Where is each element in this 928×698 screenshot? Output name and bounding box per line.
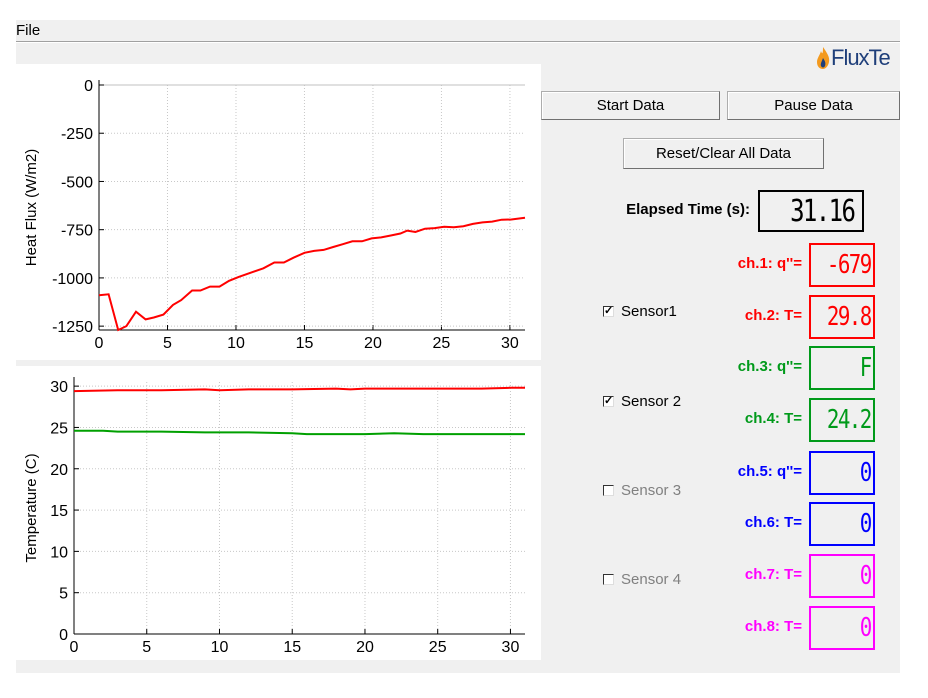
reset-clear-button[interactable]: Reset/Clear All Data xyxy=(623,138,824,169)
x-tick-label: 20 xyxy=(356,639,374,656)
x-tick-label: 15 xyxy=(296,335,314,352)
sensor-1-checkbox[interactable]: ✓ Sensor1 xyxy=(603,303,677,320)
pause-data-button[interactable]: Pause Data xyxy=(727,91,900,120)
series-line-2 xyxy=(74,429,525,436)
x-tick-label: 30 xyxy=(502,639,520,656)
start-data-button[interactable]: Start Data xyxy=(541,91,720,120)
channel-6-label: ch.6: T= xyxy=(744,514,802,531)
channel-2-label: ch.2: T= xyxy=(744,307,802,324)
checkbox-box[interactable] xyxy=(603,485,614,496)
x-tick-label: 5 xyxy=(142,639,151,656)
y-axis-label: Heat Flux (W/m2) xyxy=(23,149,40,267)
x-tick-label: 25 xyxy=(433,335,451,352)
x-tick-label: 10 xyxy=(211,639,229,656)
x-tick-label: 5 xyxy=(163,335,172,352)
channel-8-label: ch.8: T= xyxy=(744,618,802,635)
channel-5-display: 0 xyxy=(809,451,875,495)
elapsed-time-display: 31.16 xyxy=(758,190,864,232)
sensor-label: Sensor1 xyxy=(621,303,677,320)
channel-2-display: 29.8 xyxy=(809,295,875,339)
elapsed-time-value: 31.16 xyxy=(789,193,856,229)
flame-icon xyxy=(817,47,830,69)
channel-value: 0 xyxy=(860,561,872,591)
series-line-1 xyxy=(98,216,526,332)
channel-value: 0 xyxy=(860,458,872,488)
logo-text: FluxTe xyxy=(831,45,891,70)
channel-1-label: ch.1: q''= xyxy=(737,255,802,272)
x-tick-label: 0 xyxy=(70,639,79,656)
y-tick-label: 10 xyxy=(50,544,68,561)
x-tick-label: 25 xyxy=(429,639,447,656)
checkbox-box[interactable] xyxy=(603,574,614,585)
y-tick-label: -1000 xyxy=(52,271,93,288)
x-tick-label: 30 xyxy=(501,335,519,352)
channel-7-label: ch.7: T= xyxy=(744,566,802,583)
y-tick-label: 0 xyxy=(59,627,68,644)
sensor-label: Sensor 3 xyxy=(621,482,682,499)
x-tick-label: 20 xyxy=(364,335,382,352)
channel-3-label: ch.3: q''= xyxy=(737,358,802,375)
channel-value: 29.8 xyxy=(827,302,872,332)
channel-value: F xyxy=(860,353,872,383)
sensor-label: Sensor 4 xyxy=(621,571,682,588)
channel-5-label: ch.5: q''= xyxy=(737,463,802,480)
series-line-1 xyxy=(73,386,525,393)
sensor-2-checkbox[interactable]: ✓ Sensor 2 xyxy=(603,393,681,410)
sensor-label: Sensor 2 xyxy=(621,393,682,410)
channel-6-display: 0 xyxy=(809,502,875,546)
sensor-4-checkbox[interactable]: Sensor 4 xyxy=(603,571,681,588)
x-tick-label: 0 xyxy=(95,335,104,352)
temperature-chart-panel: 0 5 10 15 20 25 30 0 5 10 15 20 25 30 Temperature (C) xyxy=(16,366,541,660)
x-tick-label: 10 xyxy=(227,335,245,352)
channel-1-display: -679 xyxy=(809,243,875,287)
heat-flux-chart: 0 5 10 15 20 25 30 0 -250 -500 -750 -1000 -1250 Heat … xyxy=(23,78,526,352)
y-axis-label: Temperature (C) xyxy=(23,453,40,562)
y-tick-label: 15 xyxy=(50,503,68,520)
elapsed-time-label: Elapsed Time (s): xyxy=(626,201,750,218)
y-tick-label: 20 xyxy=(50,462,68,479)
channel-7-display: 0 xyxy=(809,554,875,598)
channel-value: -679 xyxy=(827,250,872,280)
menu-file[interactable]: File xyxy=(16,22,41,39)
x-tick-label: 15 xyxy=(283,639,301,656)
y-tick-label: -500 xyxy=(61,174,93,191)
sensor-3-checkbox[interactable]: Sensor 3 xyxy=(603,482,681,499)
channel-value: 0 xyxy=(860,509,872,539)
heat-flux-chart-panel: 0 5 10 15 20 25 30 0 -250 -500 -750 -1000 -1250 Heat … xyxy=(16,64,541,360)
y-tick-label: 30 xyxy=(50,379,68,396)
y-tick-label: 0 xyxy=(84,78,93,95)
channel-3-display: F xyxy=(809,346,875,390)
channel-4-label: ch.4: T= xyxy=(744,410,802,427)
channel-4-display: 24.2 xyxy=(809,398,875,442)
y-tick-label: 5 xyxy=(59,586,68,603)
y-tick-label: -750 xyxy=(61,223,93,240)
channel-value: 0 xyxy=(860,613,872,643)
logo: FluxTe xyxy=(815,45,900,71)
channel-value: 24.2 xyxy=(827,405,872,435)
temperature-chart: 0 5 10 15 20 25 30 0 5 10 15 20 25 30 Temperature (C) xyxy=(23,377,525,656)
checkbox-box[interactable]: ✓ xyxy=(603,395,614,407)
y-tick-label: -1250 xyxy=(52,319,93,336)
channel-8-display: 0 xyxy=(809,606,875,650)
checkbox-box[interactable]: ✓ xyxy=(603,305,614,317)
y-tick-label: 25 xyxy=(50,420,68,437)
y-tick-label: -250 xyxy=(61,126,93,143)
menu-bar: File xyxy=(16,20,900,42)
